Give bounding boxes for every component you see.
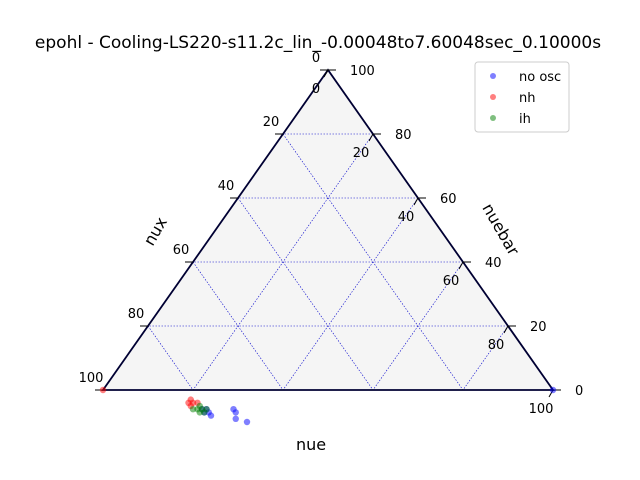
right-tick-label: 100 [350, 64, 375, 79]
left-tick-label: 100 [79, 371, 104, 386]
bottom-tick [323, 69, 329, 78]
bottom-tick-label: 80 [488, 338, 505, 353]
plot-area: 0 20 40 60 80 100 0 20 40 60 80 100 0 20 40 60 80 100 [79, 51, 583, 426]
right-tick-label: 0 [575, 384, 583, 399]
legend: no osc nh ih [474, 61, 570, 133]
grid-line-nux [147, 325, 194, 391]
grid-line-nue [372, 261, 464, 391]
legend-marker [490, 94, 496, 100]
left-tick-label: 40 [218, 179, 235, 194]
left-tick-label: 0 [312, 51, 320, 66]
bottom-tick [503, 325, 509, 334]
data-point [99, 386, 107, 394]
bottom-tick-label: 20 [353, 146, 370, 161]
data-point [203, 406, 210, 413]
data-point [232, 409, 239, 416]
grid-line-nue [462, 325, 509, 391]
grid-line-nux [192, 261, 284, 391]
bottom-axis-label: nue [296, 435, 326, 454]
right-tick-label: 20 [530, 320, 547, 335]
bottom-tick-label: 0 [312, 82, 320, 97]
bottom-tick-label: 40 [398, 210, 415, 225]
bottom-tick-label: 60 [443, 274, 460, 289]
data-point [207, 412, 215, 419]
bottom-tick [368, 133, 374, 142]
legend-box [474, 61, 570, 133]
data-point [549, 386, 557, 394]
bottom-tick [413, 197, 419, 206]
triangle-border [101, 68, 555, 391]
legend-label: ih [519, 112, 531, 127]
bottom-tick-label: 100 [529, 402, 554, 417]
legend-label: nh [519, 91, 535, 106]
grid-line-nux [237, 197, 374, 391]
plot-background [103, 70, 553, 390]
right-tick-label: 40 [485, 256, 502, 271]
data-point [189, 406, 197, 413]
data-point [232, 415, 239, 422]
chart-title: epohl - Cooling-LS220-s11.2c_lin_-0.0004… [35, 33, 601, 53]
left-tick-label: 80 [128, 307, 145, 322]
legend-label: no osc [519, 70, 561, 85]
data-point [196, 409, 203, 416]
data-point [243, 418, 251, 426]
legend-marker [490, 115, 496, 121]
grid-line-nue [282, 197, 419, 391]
left-tick-label: 60 [173, 243, 190, 258]
right-tick-label: 80 [395, 128, 412, 143]
left-axis-label: nux [140, 214, 171, 249]
left-tick-label: 20 [263, 115, 280, 130]
bottom-tick [458, 261, 464, 270]
legend-marker [490, 73, 496, 79]
right-axis-label: nuebar [478, 200, 523, 259]
right-tick-label: 60 [440, 192, 457, 207]
